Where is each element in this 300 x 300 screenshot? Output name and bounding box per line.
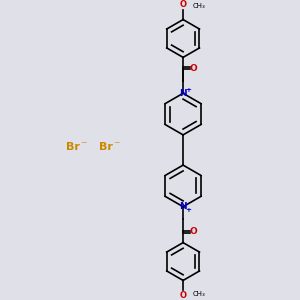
Text: Br: Br (66, 142, 80, 152)
Text: CH₃: CH₃ (193, 291, 205, 297)
Text: N: N (179, 202, 187, 211)
Text: O: O (190, 64, 197, 73)
Text: +: + (185, 206, 191, 212)
Text: O: O (180, 291, 187, 300)
Text: N: N (179, 89, 187, 98)
Text: +: + (185, 88, 191, 94)
Text: O: O (180, 0, 187, 9)
Text: Br: Br (99, 142, 112, 152)
Text: ⁻: ⁻ (114, 139, 120, 152)
Text: CH₃: CH₃ (193, 3, 205, 9)
Text: ⁻: ⁻ (80, 139, 87, 152)
Text: O: O (190, 227, 197, 236)
